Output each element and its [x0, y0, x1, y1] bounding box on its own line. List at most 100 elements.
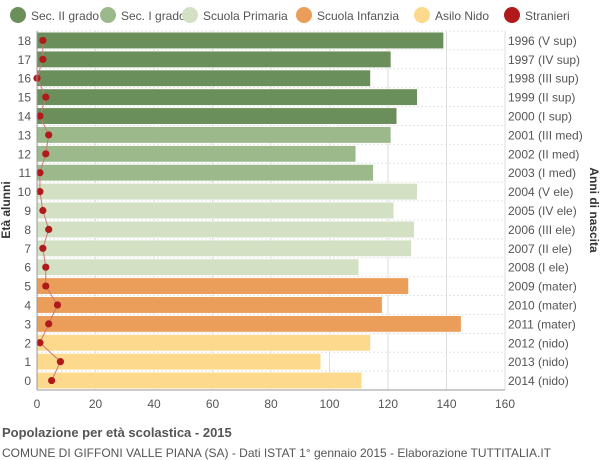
age-tick-label: 17	[18, 53, 32, 67]
birth-year-label: 2012 (nido)	[508, 336, 569, 350]
stranieri-point	[36, 112, 44, 120]
age-tick-label: 15	[18, 91, 32, 105]
x-tick-label: 160	[495, 397, 515, 411]
age-tick-label: 1	[24, 355, 31, 369]
birth-year-label: 2000 (I sup)	[508, 110, 572, 124]
birth-year-label: 2001 (III med)	[508, 128, 583, 142]
age-tick-label: 6	[24, 261, 31, 275]
age-tick-label: 11	[19, 166, 32, 180]
stranieri-point	[39, 206, 47, 215]
stranieri-point	[36, 339, 44, 347]
legend-label: Sec. II grado	[31, 9, 99, 23]
stranieri-point	[45, 320, 53, 328]
birth-year-label: 2010 (mater)	[508, 298, 577, 312]
bar	[36, 353, 321, 371]
bars	[36, 32, 462, 389]
legend: Sec. II grado Sec. I grado Scuola Primaria…	[10, 7, 570, 23]
legend-marker	[182, 7, 198, 23]
x-tick-label: 60	[206, 397, 220, 411]
y-axis-title-right: Anni di nascita	[587, 167, 600, 253]
x-tick-label: 0	[34, 397, 41, 411]
stranieri-point	[45, 225, 53, 233]
bar	[36, 239, 412, 257]
x-tick-label: 40	[147, 397, 161, 411]
legend-label: Sec. I grado	[121, 9, 186, 23]
axes: 0 20 40 60 80 100 120 140 1601817161514131211109…	[18, 31, 583, 411]
birth-year-label: 1996 (V sup)	[508, 34, 577, 48]
age-tick-label: 12	[18, 147, 32, 161]
age-tick-label: 0	[24, 374, 31, 388]
stranieri-point	[42, 263, 50, 271]
legend-marker	[10, 7, 26, 23]
stranieri-point	[39, 36, 47, 45]
birth-year-label: 2003 (I med)	[508, 166, 576, 180]
bar	[36, 32, 444, 49]
bar	[36, 183, 418, 201]
birth-year-label: 2007 (II ele)	[508, 242, 572, 256]
x-tick-label: 100	[319, 397, 339, 411]
bar	[36, 69, 371, 87]
birth-year-label: 2004 (V ele)	[508, 185, 573, 199]
birth-year-label: 2006 (III ele)	[508, 223, 575, 237]
age-tick-label: 5	[24, 280, 31, 294]
bar	[36, 88, 418, 106]
legend-marker	[414, 7, 430, 23]
bar	[36, 164, 374, 182]
chart-subtitle: COMUNE DI GIFFONI VALLE PIANA (SA) - Dat…	[2, 446, 551, 460]
age-tick-label: 16	[18, 72, 32, 86]
bar	[36, 126, 392, 144]
bar	[36, 315, 462, 333]
age-tick-label: 14	[18, 110, 32, 124]
legend-label: Asilo Nido	[435, 9, 489, 23]
stranieri-series	[33, 36, 64, 385]
birth-year-label: 2005 (IV ele)	[508, 204, 577, 218]
birth-year-label: 2014 (nido)	[508, 374, 569, 388]
age-tick-label: 8	[24, 223, 31, 237]
chart-title: Popolazione per età scolastica - 2015	[2, 425, 232, 440]
x-tick-label: 140	[436, 397, 456, 411]
age-tick-label: 10	[18, 185, 32, 199]
birth-year-label: 2009 (mater)	[508, 280, 577, 294]
age-tick-label: 18	[18, 34, 32, 48]
x-tick-label: 120	[378, 397, 398, 411]
bar	[36, 334, 371, 352]
bar	[36, 202, 395, 219]
bar	[36, 258, 359, 276]
stranieri-point	[53, 301, 62, 309]
age-tick-label: 4	[24, 298, 31, 312]
legend-label: Scuola Primaria	[203, 9, 288, 23]
stranieri-point	[45, 131, 53, 139]
stranieri-point	[42, 150, 50, 158]
age-tick-label: 7	[24, 242, 31, 256]
legend-label: Stranieri	[525, 9, 570, 23]
x-tick-label: 80	[264, 397, 278, 411]
legend-marker	[100, 7, 116, 23]
birth-year-label: 1997 (IV sup)	[508, 53, 580, 67]
stranieri-point	[39, 244, 47, 252]
legend-label: Scuola Infanzia	[317, 9, 399, 23]
legend-marker	[504, 7, 520, 23]
bar	[36, 50, 392, 68]
stranieri-point	[42, 93, 50, 101]
stranieri-point	[48, 376, 56, 385]
birth-year-label: 2002 (II med)	[508, 147, 579, 161]
stranieri-point	[56, 358, 64, 366]
birth-year-label: 2008 (I ele)	[508, 261, 569, 275]
stranieri-point	[39, 55, 47, 63]
y-axis-title-left: Età alunni	[0, 181, 13, 238]
bar	[36, 296, 383, 314]
bar	[36, 145, 357, 163]
age-tick-label: 9	[24, 204, 31, 218]
stranieri-point	[36, 169, 44, 177]
x-tick-label: 20	[89, 397, 103, 411]
birth-year-label: 2013 (nido)	[508, 355, 569, 369]
age-tick-label: 3	[24, 317, 31, 331]
bar	[36, 107, 398, 125]
birth-year-label: 1998 (III sup)	[508, 72, 579, 86]
birth-year-label: 1999 (II sup)	[508, 91, 575, 105]
bar	[36, 220, 415, 238]
age-tick-label: 2	[24, 336, 31, 350]
stranieri-point	[42, 282, 50, 290]
age-tick-label: 13	[18, 128, 32, 142]
